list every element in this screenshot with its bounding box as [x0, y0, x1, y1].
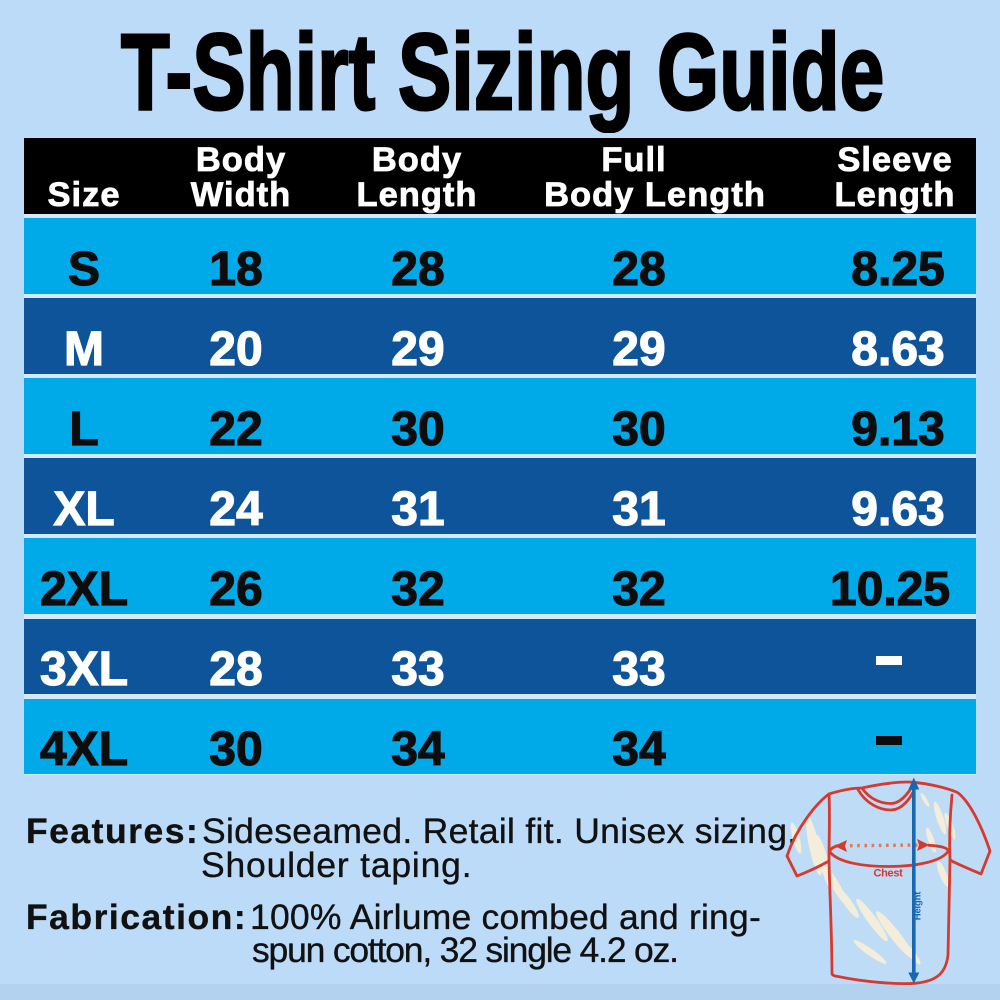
svg-text:Chest: Chest	[873, 868, 903, 880]
svg-text:Height: Height	[913, 891, 924, 920]
